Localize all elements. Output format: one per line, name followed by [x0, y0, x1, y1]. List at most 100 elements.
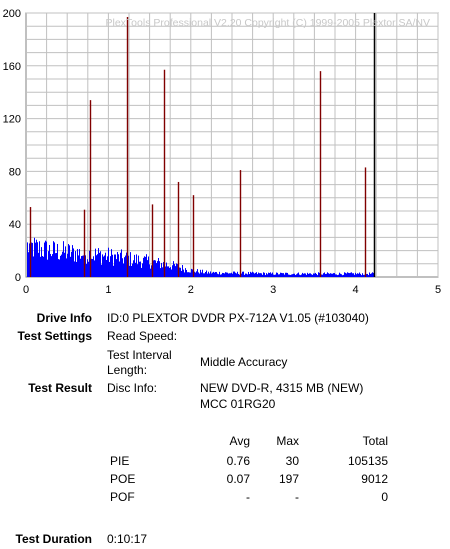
row-name: PIE [110, 454, 130, 468]
pie-bar [129, 265, 130, 277]
pie-bar [355, 272, 356, 277]
pie-bar [192, 269, 193, 277]
pie-bar [243, 271, 244, 277]
interval-label-line2: Length: [107, 363, 148, 377]
pie-bar [130, 252, 131, 277]
pie-bar [96, 255, 97, 277]
pie-bar [150, 268, 151, 277]
pie-bar [156, 263, 157, 277]
pie-bar [311, 274, 312, 277]
y-tick-label: 80 [9, 166, 21, 178]
pie-bar [252, 271, 253, 277]
pie-bar [176, 263, 177, 277]
pie-bar [197, 269, 198, 277]
pie-bar [99, 252, 100, 277]
pie-bar [368, 275, 369, 277]
pie-bar [333, 273, 334, 277]
pie-bar [190, 272, 191, 277]
pie-bar [163, 262, 164, 277]
pie-bar [250, 271, 251, 277]
pie-bar [210, 271, 211, 277]
pie-bar [234, 271, 235, 277]
pie-bar [370, 273, 371, 277]
pie-bar [177, 264, 178, 277]
pie-bar [196, 271, 197, 277]
row-avg: - [246, 490, 250, 504]
drive-info-value: ID:0 PLEXTOR DVDR PX-712A V1.05 (#103040… [107, 311, 369, 325]
pie-bar [293, 273, 294, 277]
pie-bar [65, 246, 66, 277]
pie-bar [346, 273, 347, 277]
pie-bar [257, 274, 258, 277]
test-duration-label: Test Duration [15, 532, 92, 546]
pie-bar [280, 272, 281, 277]
pie-bar [290, 274, 291, 277]
pie-bar [87, 259, 88, 277]
pie-bar [34, 237, 35, 277]
pie-bar [180, 267, 181, 277]
pie-bar [327, 272, 328, 277]
pie-bar [198, 272, 199, 277]
pie-bar [342, 275, 343, 277]
pie-bar [325, 274, 326, 277]
pie-bar [38, 252, 39, 277]
row-total: 0 [381, 490, 388, 504]
pie-bar [29, 243, 30, 277]
pie-bar [47, 259, 48, 277]
pie-bar [144, 256, 145, 277]
pie-bar [103, 256, 104, 277]
pie-bar [219, 271, 220, 277]
pie-bar [141, 267, 142, 277]
pie-bar [119, 261, 120, 277]
pie-bar [148, 256, 149, 277]
pie-bar [299, 274, 300, 277]
row-max: 30 [285, 454, 299, 468]
pie-bar [117, 252, 118, 277]
pie-bar [78, 255, 79, 277]
row-max: - [295, 490, 299, 504]
pie-bar [235, 272, 236, 277]
pie-bar [172, 265, 173, 277]
pie-bar [161, 262, 162, 277]
y-tick-label: 0 [15, 272, 21, 284]
pie-bar [174, 264, 175, 277]
pie-bar [261, 273, 262, 277]
chart-watermark: PlexTools Professional V2.20 Copyright (… [106, 17, 431, 29]
pie-bar [276, 272, 277, 277]
pie-bar [339, 272, 340, 277]
pie-bar [101, 264, 102, 277]
pie-bar [317, 275, 318, 277]
drive-info-label: Drive Info [36, 311, 92, 325]
pie-bar [91, 258, 92, 277]
pie-bar [160, 268, 161, 277]
pie-bar [170, 267, 171, 277]
pie-bar [165, 266, 166, 277]
y-tick-label: 120 [3, 114, 21, 126]
pie-bar [201, 272, 202, 277]
disc-info-line2: MCC 01RG20 [200, 397, 276, 411]
y-tick-label: 160 [3, 61, 21, 73]
pie-bar [233, 271, 234, 277]
pie-bar [147, 260, 148, 277]
test-settings-label: Test Settings [17, 329, 92, 343]
pie-bar [258, 272, 259, 277]
pie-bar [107, 256, 108, 277]
pie-bar [123, 263, 124, 277]
x-tick-label: 5 [435, 284, 441, 296]
pie-bar [167, 266, 168, 277]
pie-bar [300, 275, 301, 277]
pie-bar [228, 273, 229, 277]
pie-bar [145, 256, 146, 277]
y-tick-label: 200 [3, 8, 21, 20]
pie-bar [133, 260, 134, 277]
pie-bar [324, 272, 325, 277]
pie-bar [118, 254, 119, 277]
pie-bar [125, 255, 126, 277]
pie-bar [82, 255, 83, 277]
pie-bar [105, 252, 106, 277]
pie-bar [303, 273, 304, 277]
pie-bar [128, 255, 129, 277]
pie-bar [294, 273, 295, 277]
pie-bar [186, 269, 187, 277]
pie-bar [184, 272, 185, 277]
